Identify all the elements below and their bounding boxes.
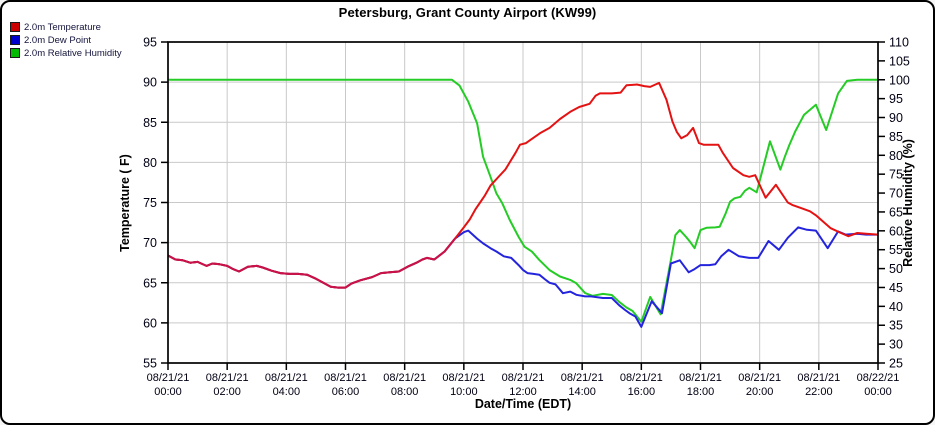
- x-tick-date: 08/21/21: [561, 372, 604, 384]
- legend-item-relative-humidity: 2.0m Relative Humidity: [10, 47, 122, 59]
- left-tick-label: 90: [143, 76, 157, 90]
- x-tick-time: 08:00: [391, 386, 419, 398]
- x-tick-date: 08/22/21: [857, 372, 900, 384]
- right-tick-label: 40: [889, 300, 903, 314]
- right-tick-label: 110: [889, 36, 909, 50]
- legend: 2.0m Temperature 2.0m Dew Point 2.0m Rel…: [10, 21, 122, 59]
- temp-dewpoint-overlap-line: [167, 237, 456, 289]
- left-tick-label: 60: [143, 316, 157, 330]
- right-tick-label: 45: [889, 281, 903, 295]
- right-tick-label: 105: [889, 54, 910, 68]
- x-tick-time: 06:00: [332, 386, 360, 398]
- x-tick-date: 08/21/21: [383, 372, 426, 384]
- x-tick-time: 12:00: [509, 386, 537, 398]
- right-tick-label: 50: [889, 262, 903, 276]
- right-tick-label: 65: [889, 205, 903, 219]
- right-tick-label: 35: [889, 319, 903, 333]
- right-tick-label: 70: [889, 187, 903, 201]
- legend-label-temperature: 2.0m Temperature: [24, 21, 101, 33]
- x-axis-title: Date/Time (EDT): [475, 397, 571, 411]
- right-tick-label: 30: [889, 338, 903, 352]
- left-tick-label: 95: [143, 36, 157, 50]
- x-tick-time: 00:00: [864, 386, 892, 398]
- left-tick-label: 65: [143, 276, 157, 290]
- right-tick-label: 75: [889, 168, 903, 182]
- x-tick-date: 08/21/21: [797, 372, 840, 384]
- left-tick-label: 85: [143, 116, 157, 130]
- right-tick-label: 80: [889, 149, 903, 163]
- x-tick-time: 20:00: [746, 386, 774, 398]
- x-tick-time: 10:00: [450, 386, 478, 398]
- dew-point-swatch-icon: [10, 35, 20, 45]
- x-tick-date: 08/21/21: [442, 372, 485, 384]
- left-tick-label: 80: [143, 156, 157, 170]
- right-tick-label: 90: [889, 111, 903, 125]
- right-tick-label: 55: [889, 243, 903, 257]
- right-tick-label: 60: [889, 224, 903, 238]
- legend-item-temperature: 2.0m Temperature: [10, 21, 122, 33]
- legend-item-dew-point: 2.0m Dew Point: [10, 34, 122, 46]
- legend-label-relative-humidity: 2.0m Relative Humidity: [24, 47, 122, 59]
- page-title: Petersburg, Grant County Airport (KW99): [338, 5, 597, 20]
- left-tick-label: 70: [143, 236, 157, 250]
- x-tick-time: 22:00: [805, 386, 833, 398]
- x-tick-date: 08/21/21: [265, 372, 308, 384]
- right-tick-label: 95: [889, 92, 903, 106]
- left-tick-label: 55: [143, 357, 157, 371]
- right-tick-label: 85: [889, 130, 903, 144]
- x-tick-date: 08/21/21: [738, 372, 781, 384]
- legend-label-dew-point: 2.0m Dew Point: [24, 34, 92, 46]
- x-tick-date: 08/21/21: [502, 372, 545, 384]
- x-tick-time: 16:00: [628, 386, 656, 398]
- right-tick-label: 100: [889, 73, 910, 87]
- x-tick-time: 00:00: [154, 386, 182, 398]
- x-tick-time: 04:00: [273, 386, 301, 398]
- relative-humidity-swatch-icon: [10, 48, 20, 58]
- temperature-swatch-icon: [10, 22, 20, 32]
- right-axis-title: Relative Humidity (%): [901, 139, 915, 267]
- x-tick-time: 14:00: [568, 386, 596, 398]
- x-tick-date: 08/21/21: [147, 372, 190, 384]
- x-tick-date: 08/21/21: [679, 372, 722, 384]
- x-tick-time: 02:00: [213, 386, 241, 398]
- x-tick-date: 08/21/21: [324, 372, 367, 384]
- x-tick-time: 18:00: [687, 386, 715, 398]
- left-tick-label: 75: [143, 196, 157, 210]
- left-axis-title: Temperature ( F): [118, 154, 132, 252]
- x-tick-date: 08/21/21: [620, 372, 663, 384]
- x-tick-date: 08/21/21: [206, 372, 249, 384]
- right-tick-label: 25: [889, 357, 903, 371]
